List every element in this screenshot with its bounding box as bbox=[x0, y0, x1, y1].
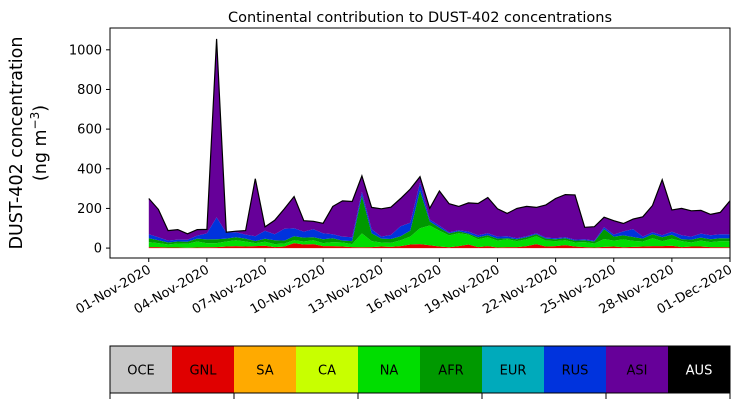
total-line bbox=[148, 38, 731, 235]
y-tick-label: 0 bbox=[94, 242, 102, 257]
y-axis-unit-suffix: ) bbox=[31, 105, 51, 112]
x-axis: 01-Nov-202004-Nov-202007-Nov-202010-Nov-… bbox=[73, 258, 735, 318]
stacked-areas bbox=[148, 38, 731, 249]
legend-label-aus: AUS bbox=[686, 364, 713, 379]
y-tick-label: 800 bbox=[77, 83, 102, 98]
legend-swatch-gnl bbox=[172, 346, 235, 393]
y-axis: 0 200 400 600 800 1000 bbox=[69, 43, 110, 257]
y-tick-label: 600 bbox=[77, 123, 102, 138]
y-axis-unit-prefix: (ng m bbox=[31, 129, 51, 181]
plot-frame bbox=[109, 27, 731, 259]
legend-label-gnl: GNL bbox=[189, 364, 217, 379]
legend-label-na: NA bbox=[380, 364, 399, 379]
chart-title: Continental contribution to DUST-402 con… bbox=[228, 10, 612, 26]
legend-label-sa: SA bbox=[256, 364, 273, 379]
legend-label-asi: ASI bbox=[627, 364, 648, 379]
y-tick-label: 200 bbox=[77, 202, 102, 217]
legend-swatch-rus bbox=[544, 346, 607, 393]
area-gnl bbox=[148, 243, 731, 249]
area-rus bbox=[148, 182, 731, 243]
legend-swatch-sa bbox=[234, 346, 297, 393]
legend-swatch-asi bbox=[606, 346, 669, 393]
total-line-group bbox=[148, 38, 731, 235]
y-axis-label-line2: (ng m−3) bbox=[28, 105, 51, 181]
legend-label-rus: RUS bbox=[562, 364, 589, 379]
y-axis-label-line1: DUST-402 concentration bbox=[7, 37, 27, 250]
legend-label-oce: OCE bbox=[127, 364, 155, 379]
legend-frame bbox=[109, 345, 731, 394]
legend-swatch-aus bbox=[668, 346, 731, 393]
y-axis-unit-sup: −3 bbox=[28, 112, 42, 130]
legend-label-afr: AFR bbox=[438, 364, 463, 379]
area-asi bbox=[148, 38, 731, 241]
y-tick-label: 1000 bbox=[69, 43, 102, 58]
y-tick-label: 400 bbox=[77, 162, 102, 177]
legend-swatch-oce bbox=[110, 346, 173, 393]
area-na bbox=[148, 225, 731, 248]
legend-swatch-afr bbox=[420, 346, 483, 393]
legend-swatch-na bbox=[358, 346, 421, 393]
legend-swatch-ca bbox=[296, 346, 359, 393]
legend-swatch-eur bbox=[482, 346, 545, 393]
legend-label-ca: CA bbox=[318, 364, 336, 379]
legend-colorbar: OCE GNL SA CA NA AFR EUR RUS ASI AUS bbox=[109, 345, 731, 399]
legend-label-eur: EUR bbox=[500, 364, 527, 379]
y-axis-label: DUST-402 concentration (ng m−3) bbox=[7, 37, 51, 250]
